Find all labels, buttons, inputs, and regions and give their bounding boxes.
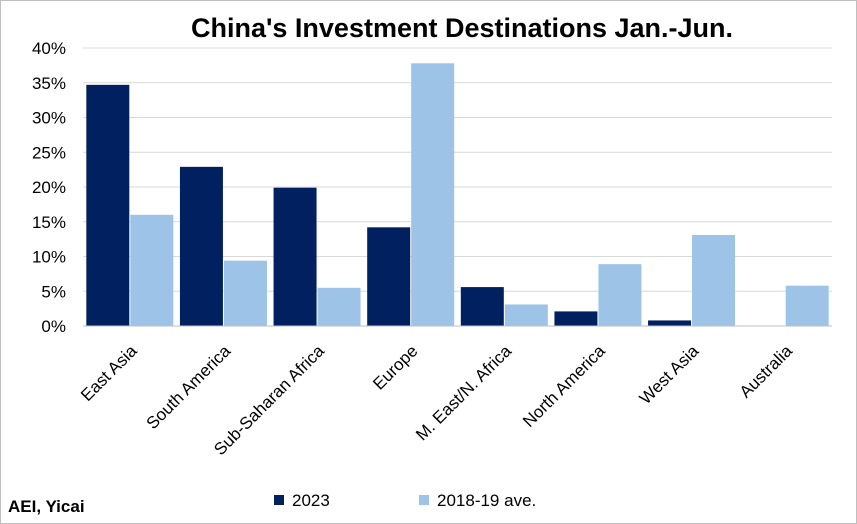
bar-2023 (648, 320, 692, 326)
legend: 2023 2018-19 ave. (274, 491, 536, 510)
bar-2018-19-ave (692, 234, 736, 326)
bar-2018-19-ave (504, 304, 548, 326)
bar-2018-19-ave (223, 260, 267, 326)
legend-label-2023: 2023 (292, 491, 330, 510)
bar-2023 (179, 166, 223, 326)
bar-2018-19-ave (130, 214, 174, 326)
bar-2018-19-ave (598, 264, 642, 326)
bar-2023 (460, 287, 504, 326)
x-tick-label: East Asia (77, 341, 141, 405)
bar-2023 (273, 187, 317, 326)
x-tick-label: M. East/N. Africa (412, 341, 515, 444)
chart-title: China's Investment Destinations Jan.-Jun… (191, 13, 733, 43)
y-tick-label: 20% (32, 178, 66, 197)
source-note: AEI, Yicai (8, 497, 85, 516)
legend-label-2018-19: 2018-19 ave. (437, 491, 536, 510)
y-tick-label: 40% (32, 39, 66, 58)
x-tick-label: West Asia (636, 341, 703, 408)
x-tick-label: South America (143, 341, 235, 433)
bars (86, 63, 829, 327)
x-tick-label: Australia (736, 341, 797, 402)
bar-2018-19-ave (317, 287, 361, 326)
y-tick-label: 25% (32, 143, 66, 162)
y-axis-ticks: 0% 5% 10% 15% 20% 25% 30% 35% 40% (32, 39, 66, 336)
x-tick-label: Europe (369, 341, 421, 393)
bar-2018-19-ave (785, 285, 829, 326)
y-tick-label: 5% (41, 282, 66, 301)
y-tick-label: 35% (32, 74, 66, 93)
legend-swatch-2018-19 (419, 495, 429, 505)
y-tick-label: 15% (32, 213, 66, 232)
x-tick-label: North America (519, 341, 609, 431)
y-tick-label: 30% (32, 109, 66, 128)
y-tick-label: 0% (41, 317, 66, 336)
bar-2023 (554, 311, 598, 326)
bar-2023 (367, 227, 411, 326)
bar-2018-19-ave (411, 63, 455, 326)
legend-swatch-2023 (274, 495, 284, 505)
y-tick-label: 10% (32, 248, 66, 267)
bar-2023 (86, 84, 130, 327)
